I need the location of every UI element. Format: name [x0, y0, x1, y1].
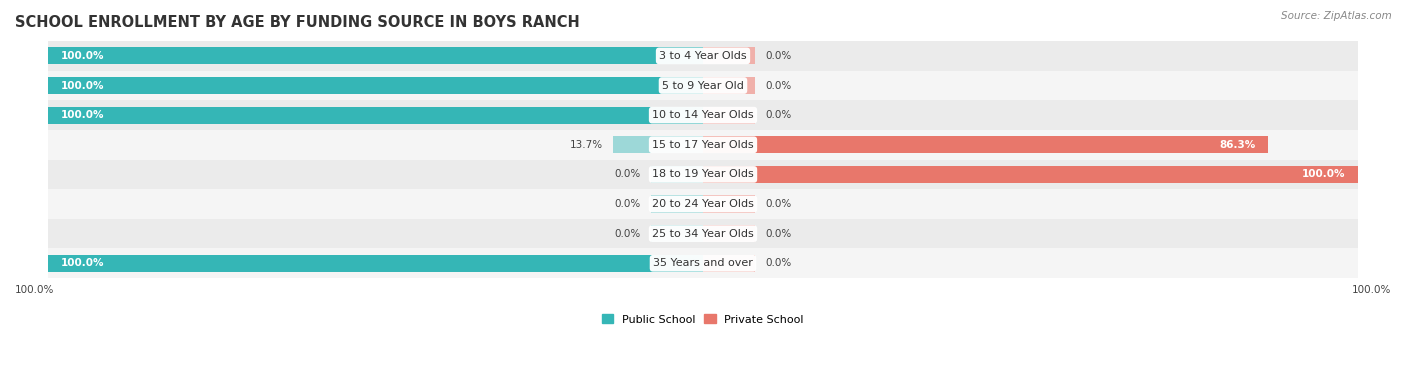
Text: 100.0%: 100.0%	[1351, 285, 1391, 295]
Bar	[651, 195, 703, 213]
Bar	[48, 189, 1358, 219]
Bar	[703, 166, 1358, 183]
Text: 100.0%: 100.0%	[1302, 169, 1346, 179]
Bar	[48, 77, 703, 94]
Bar	[651, 225, 703, 242]
Text: SCHOOL ENROLLMENT BY AGE BY FUNDING SOURCE IN BOYS RANCH: SCHOOL ENROLLMENT BY AGE BY FUNDING SOUR…	[15, 15, 579, 30]
Bar	[48, 107, 703, 124]
Bar	[703, 225, 755, 242]
Text: 0.0%: 0.0%	[765, 199, 792, 209]
Text: 100.0%: 100.0%	[60, 51, 104, 61]
Text: 0.0%: 0.0%	[765, 258, 792, 268]
Text: 0.0%: 0.0%	[765, 229, 792, 239]
Bar	[48, 100, 1358, 130]
Text: 0.0%: 0.0%	[765, 110, 792, 120]
Bar	[48, 71, 1358, 100]
Text: 0.0%: 0.0%	[765, 81, 792, 90]
Text: 100.0%: 100.0%	[60, 110, 104, 120]
Bar	[48, 255, 703, 272]
Text: Source: ZipAtlas.com: Source: ZipAtlas.com	[1281, 11, 1392, 21]
Bar	[703, 195, 755, 213]
Bar	[703, 255, 755, 272]
Text: 18 to 19 Year Olds: 18 to 19 Year Olds	[652, 169, 754, 179]
Bar	[48, 41, 1358, 71]
Text: 35 Years and over: 35 Years and over	[652, 258, 754, 268]
Text: 0.0%: 0.0%	[614, 199, 641, 209]
Text: 100.0%: 100.0%	[60, 81, 104, 90]
Bar	[703, 77, 755, 94]
Text: 15 to 17 Year Olds: 15 to 17 Year Olds	[652, 140, 754, 150]
Text: 10 to 14 Year Olds: 10 to 14 Year Olds	[652, 110, 754, 120]
Text: 100.0%: 100.0%	[60, 258, 104, 268]
Bar	[613, 136, 703, 153]
Bar	[703, 107, 755, 124]
Text: 20 to 24 Year Olds: 20 to 24 Year Olds	[652, 199, 754, 209]
Bar	[48, 219, 1358, 248]
Text: 3 to 4 Year Olds: 3 to 4 Year Olds	[659, 51, 747, 61]
Bar	[48, 248, 1358, 278]
Bar	[703, 136, 1268, 153]
Text: 100.0%: 100.0%	[15, 285, 55, 295]
Bar	[703, 47, 755, 64]
Bar	[48, 47, 703, 64]
Text: 86.3%: 86.3%	[1219, 140, 1256, 150]
Legend: Public School, Private School: Public School, Private School	[598, 310, 808, 329]
Text: 25 to 34 Year Olds: 25 to 34 Year Olds	[652, 229, 754, 239]
Text: 0.0%: 0.0%	[614, 169, 641, 179]
Text: 13.7%: 13.7%	[571, 140, 603, 150]
Text: 0.0%: 0.0%	[614, 229, 641, 239]
Text: 0.0%: 0.0%	[765, 51, 792, 61]
Bar	[48, 130, 1358, 159]
Text: 5 to 9 Year Old: 5 to 9 Year Old	[662, 81, 744, 90]
Bar	[651, 166, 703, 183]
Bar	[48, 159, 1358, 189]
